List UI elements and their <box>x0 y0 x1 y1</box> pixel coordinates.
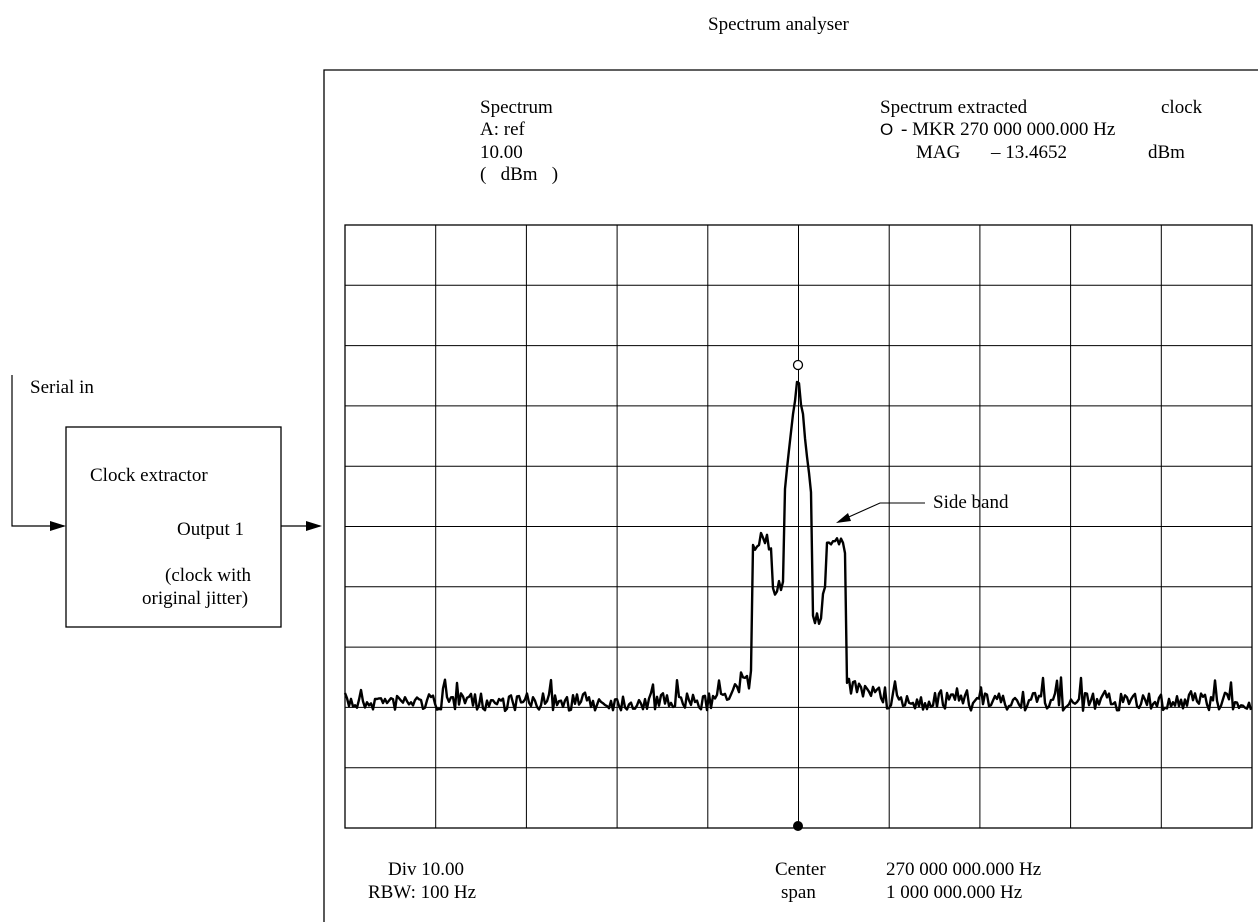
output-arrowhead <box>306 521 322 531</box>
ref-level: 10.00 <box>480 142 523 163</box>
mag-unit: dBm <box>1148 142 1185 163</box>
clock-extractor-box <box>65 426 282 628</box>
diagram-title: Spectrum analyser <box>708 14 849 35</box>
div-setting: Div 10.00 <box>388 859 464 880</box>
spectrum-trace <box>343 380 1253 713</box>
output-note-line1: (clock with <box>165 565 252 586</box>
center-label: Center <box>775 859 826 880</box>
input-arrowhead <box>50 521 66 531</box>
span-value: 1 000 000.000 Hz <box>886 882 1023 903</box>
marker-readout: - MKR 270 000 000.000 Hz <box>901 119 1116 140</box>
marker-circle <box>792 359 804 371</box>
input-line <box>11 375 64 527</box>
analyser-frame <box>323 69 1258 922</box>
output-note-line2: original jitter) <box>142 588 249 609</box>
sideband-annotation: Side band <box>933 492 1009 513</box>
center-dot <box>793 821 803 831</box>
rbw-setting: RBW: 100 Hz <box>368 882 477 903</box>
extracted-label-2: clock <box>1161 97 1203 118</box>
sideband-leader <box>841 502 925 521</box>
channel-label: A: ref <box>480 119 525 140</box>
span-label: span <box>781 882 816 903</box>
graticule <box>345 225 1252 828</box>
clock-extractor-name: Clock extractor <box>90 465 208 486</box>
center-value: 270 000 000.000 Hz <box>886 859 1042 880</box>
mag-label: MAG <box>916 142 961 163</box>
marker-symbol: O <box>880 120 894 139</box>
extracted-label: Spectrum extracted <box>880 97 1028 118</box>
trace-label: Spectrum <box>480 97 553 118</box>
input-label: Serial in <box>30 377 94 398</box>
output-label: Output 1 <box>177 519 245 540</box>
ref-unit: ( dBm ) <box>480 164 559 185</box>
mag-value: – 13.4652 <box>991 142 1067 163</box>
sideband-arrowhead <box>836 513 851 523</box>
